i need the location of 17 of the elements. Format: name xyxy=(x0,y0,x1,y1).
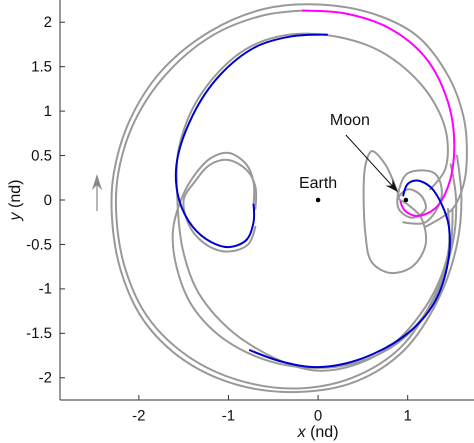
annotation: Earth xyxy=(298,175,338,192)
x-axis-title: x (nd) xyxy=(296,424,339,441)
y-tick-label: 1.5 xyxy=(31,58,52,76)
y-tick-label: -2 xyxy=(38,370,52,387)
y-tick-label: 0 xyxy=(44,192,52,209)
x-tick-label: 1 xyxy=(404,408,412,425)
y-tick-label: 1 xyxy=(44,102,52,120)
y-tick-label: 0.5 xyxy=(31,147,52,164)
x-tick-label: 0 xyxy=(314,408,322,425)
x-tick-label: -1 xyxy=(222,408,236,425)
y-axis-title: y (nd) xyxy=(7,180,24,222)
y-tick-label: -0.5 xyxy=(26,236,52,254)
y-tick-label: -1 xyxy=(38,280,52,298)
annotation: Moon xyxy=(330,112,370,129)
y-tick-label: -1.5 xyxy=(26,325,52,342)
x-tick-label: -2 xyxy=(132,408,146,425)
y-tick-label: 2 xyxy=(44,14,52,32)
